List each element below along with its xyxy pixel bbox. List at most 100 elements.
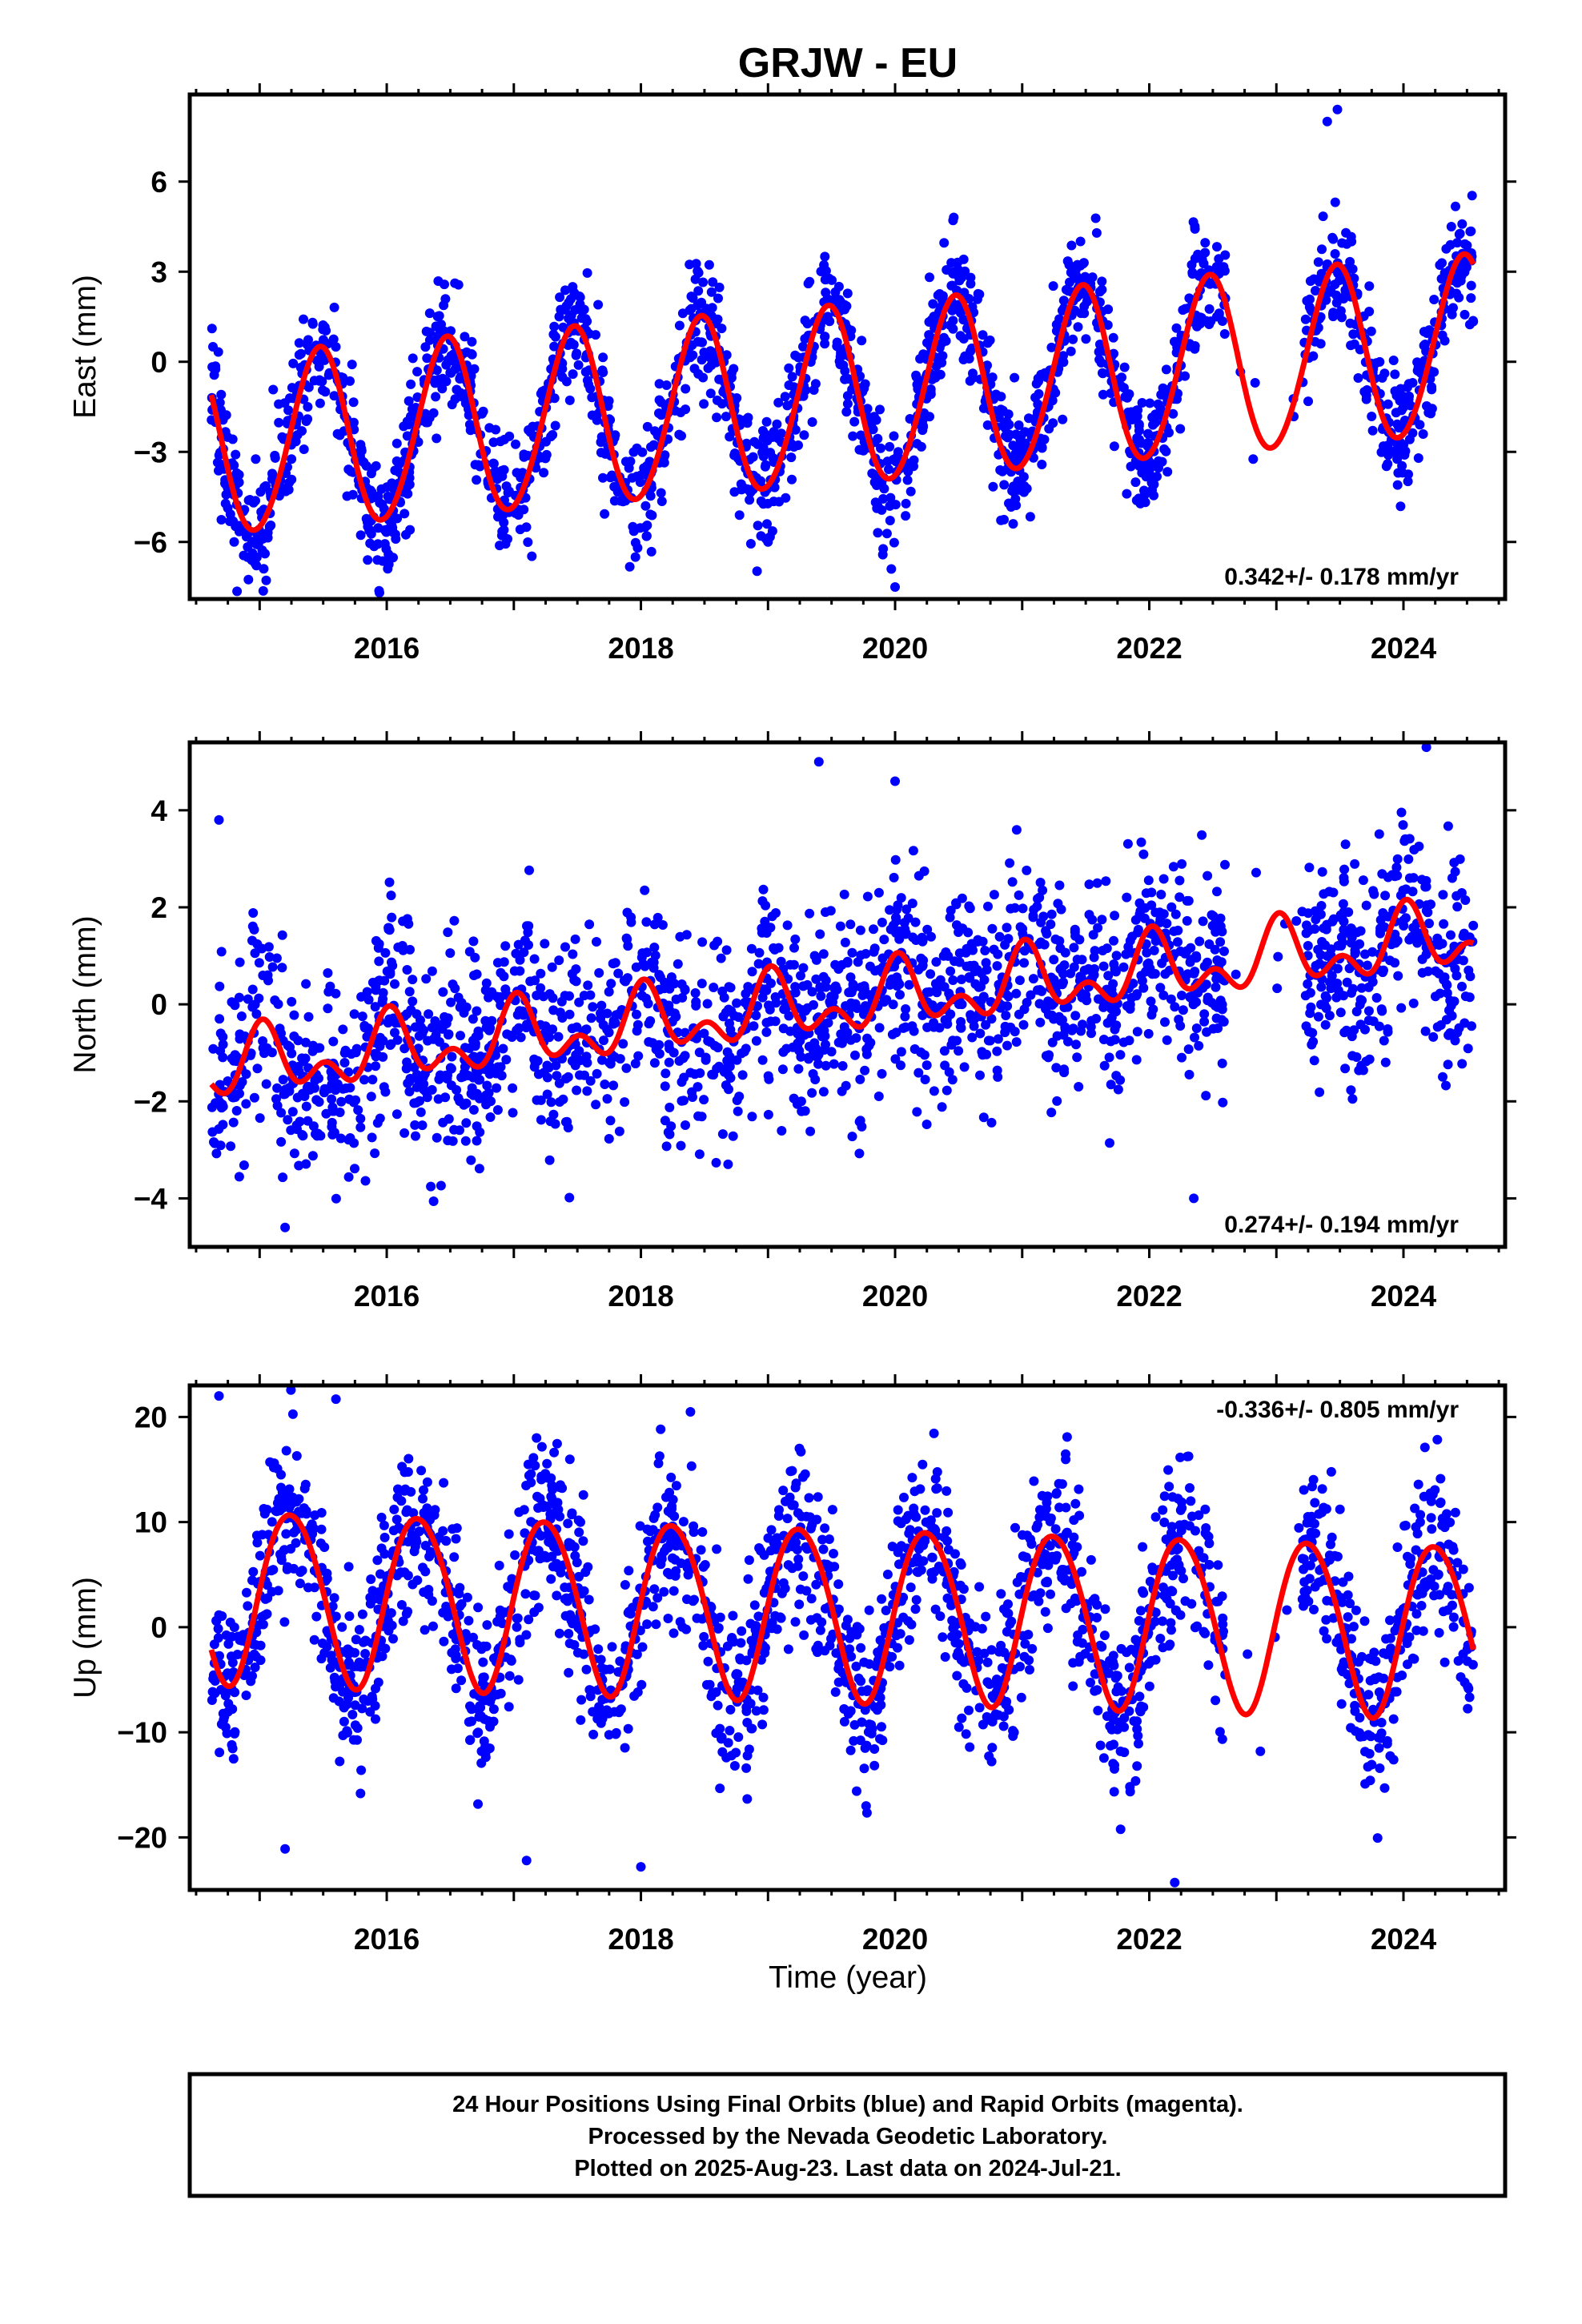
data-point — [1170, 909, 1181, 919]
data-point — [307, 1151, 318, 1161]
data-point — [299, 314, 308, 324]
data-point — [1381, 461, 1391, 472]
data-point — [391, 1514, 402, 1525]
data-point — [315, 1131, 326, 1141]
data-point — [1392, 480, 1403, 490]
data-point — [963, 927, 974, 938]
data-point — [257, 545, 267, 556]
data-point — [773, 397, 784, 408]
data-point — [1131, 1055, 1142, 1065]
data-point — [592, 1068, 602, 1079]
data-point — [1420, 1026, 1431, 1036]
data-point — [681, 930, 692, 940]
data-point — [210, 1138, 220, 1148]
data-point — [1408, 998, 1419, 1008]
data-point — [579, 991, 589, 1001]
data-point — [640, 961, 650, 971]
data-point — [259, 564, 269, 574]
data-point — [391, 1109, 402, 1120]
data-point — [1142, 947, 1152, 958]
data-point — [664, 1057, 674, 1068]
data-point — [289, 1148, 299, 1159]
data-point — [410, 1120, 420, 1130]
data-point — [1385, 1751, 1395, 1761]
data-point — [307, 317, 318, 328]
data-point — [275, 1023, 285, 1034]
data-point — [1429, 1581, 1439, 1591]
data-point — [276, 1108, 287, 1118]
data-point — [981, 1019, 991, 1030]
data-point — [1294, 1522, 1304, 1533]
data-point — [728, 1131, 738, 1141]
data-point — [1307, 1039, 1317, 1050]
data-point — [1454, 292, 1464, 303]
data-point — [212, 457, 223, 468]
data-point — [699, 399, 709, 409]
data-point — [327, 1129, 338, 1140]
data-point — [798, 963, 809, 973]
data-point — [804, 1493, 814, 1503]
data-point — [246, 1676, 256, 1687]
data-point — [753, 1685, 763, 1695]
data-point — [1046, 1108, 1057, 1118]
data-point — [451, 1683, 461, 1694]
data-point — [1186, 955, 1196, 965]
data-point — [1460, 991, 1471, 1002]
data-point — [1158, 874, 1169, 884]
data-point — [470, 952, 480, 963]
data-point — [298, 1131, 308, 1141]
data-point — [912, 1107, 922, 1117]
data-point — [966, 346, 976, 356]
data-point — [1019, 480, 1030, 491]
data-point — [829, 1549, 838, 1558]
data-point — [849, 1735, 859, 1746]
data-point — [665, 983, 675, 994]
data-point — [1173, 925, 1183, 935]
data-point — [1273, 951, 1283, 962]
data-point — [987, 372, 998, 383]
data-point — [1144, 467, 1154, 477]
data-point — [842, 399, 853, 409]
data-point — [207, 324, 217, 334]
data-point — [1452, 1558, 1463, 1568]
data-point — [986, 1117, 997, 1128]
data-point — [1393, 468, 1403, 478]
data-point — [946, 966, 956, 976]
data-point — [1339, 907, 1349, 917]
data-point — [412, 367, 423, 377]
data-point — [1201, 1091, 1211, 1101]
data-point — [467, 336, 477, 347]
data-point — [519, 449, 529, 460]
data-point — [711, 1157, 721, 1168]
data-point — [261, 1079, 271, 1089]
data-point — [460, 1136, 471, 1146]
data-point — [328, 1036, 339, 1047]
data-point — [303, 335, 313, 345]
data-point — [1210, 944, 1220, 955]
data-point — [793, 1040, 803, 1051]
data-point — [848, 979, 858, 990]
data-point — [1139, 489, 1150, 500]
data-point — [1208, 1023, 1219, 1034]
data-point — [929, 1086, 939, 1096]
data-point — [1421, 882, 1431, 892]
data-point — [946, 1009, 956, 1019]
data-point — [1174, 875, 1185, 886]
data-point — [466, 1155, 476, 1165]
data-point — [1054, 880, 1065, 891]
data-point — [757, 992, 768, 1003]
data-point — [681, 384, 691, 394]
data-point — [1146, 996, 1156, 1007]
data-point — [609, 496, 620, 506]
data-point — [1082, 296, 1092, 307]
data-point — [498, 1043, 508, 1054]
data-point — [630, 1059, 640, 1069]
data-point — [355, 530, 366, 541]
x-tick-label: 2024 — [1371, 632, 1437, 665]
data-point — [694, 1047, 705, 1058]
data-point — [1170, 1002, 1180, 1012]
data-point — [860, 1065, 870, 1076]
data-point — [901, 511, 911, 521]
data-point — [1005, 858, 1015, 868]
data-point — [1178, 305, 1188, 316]
